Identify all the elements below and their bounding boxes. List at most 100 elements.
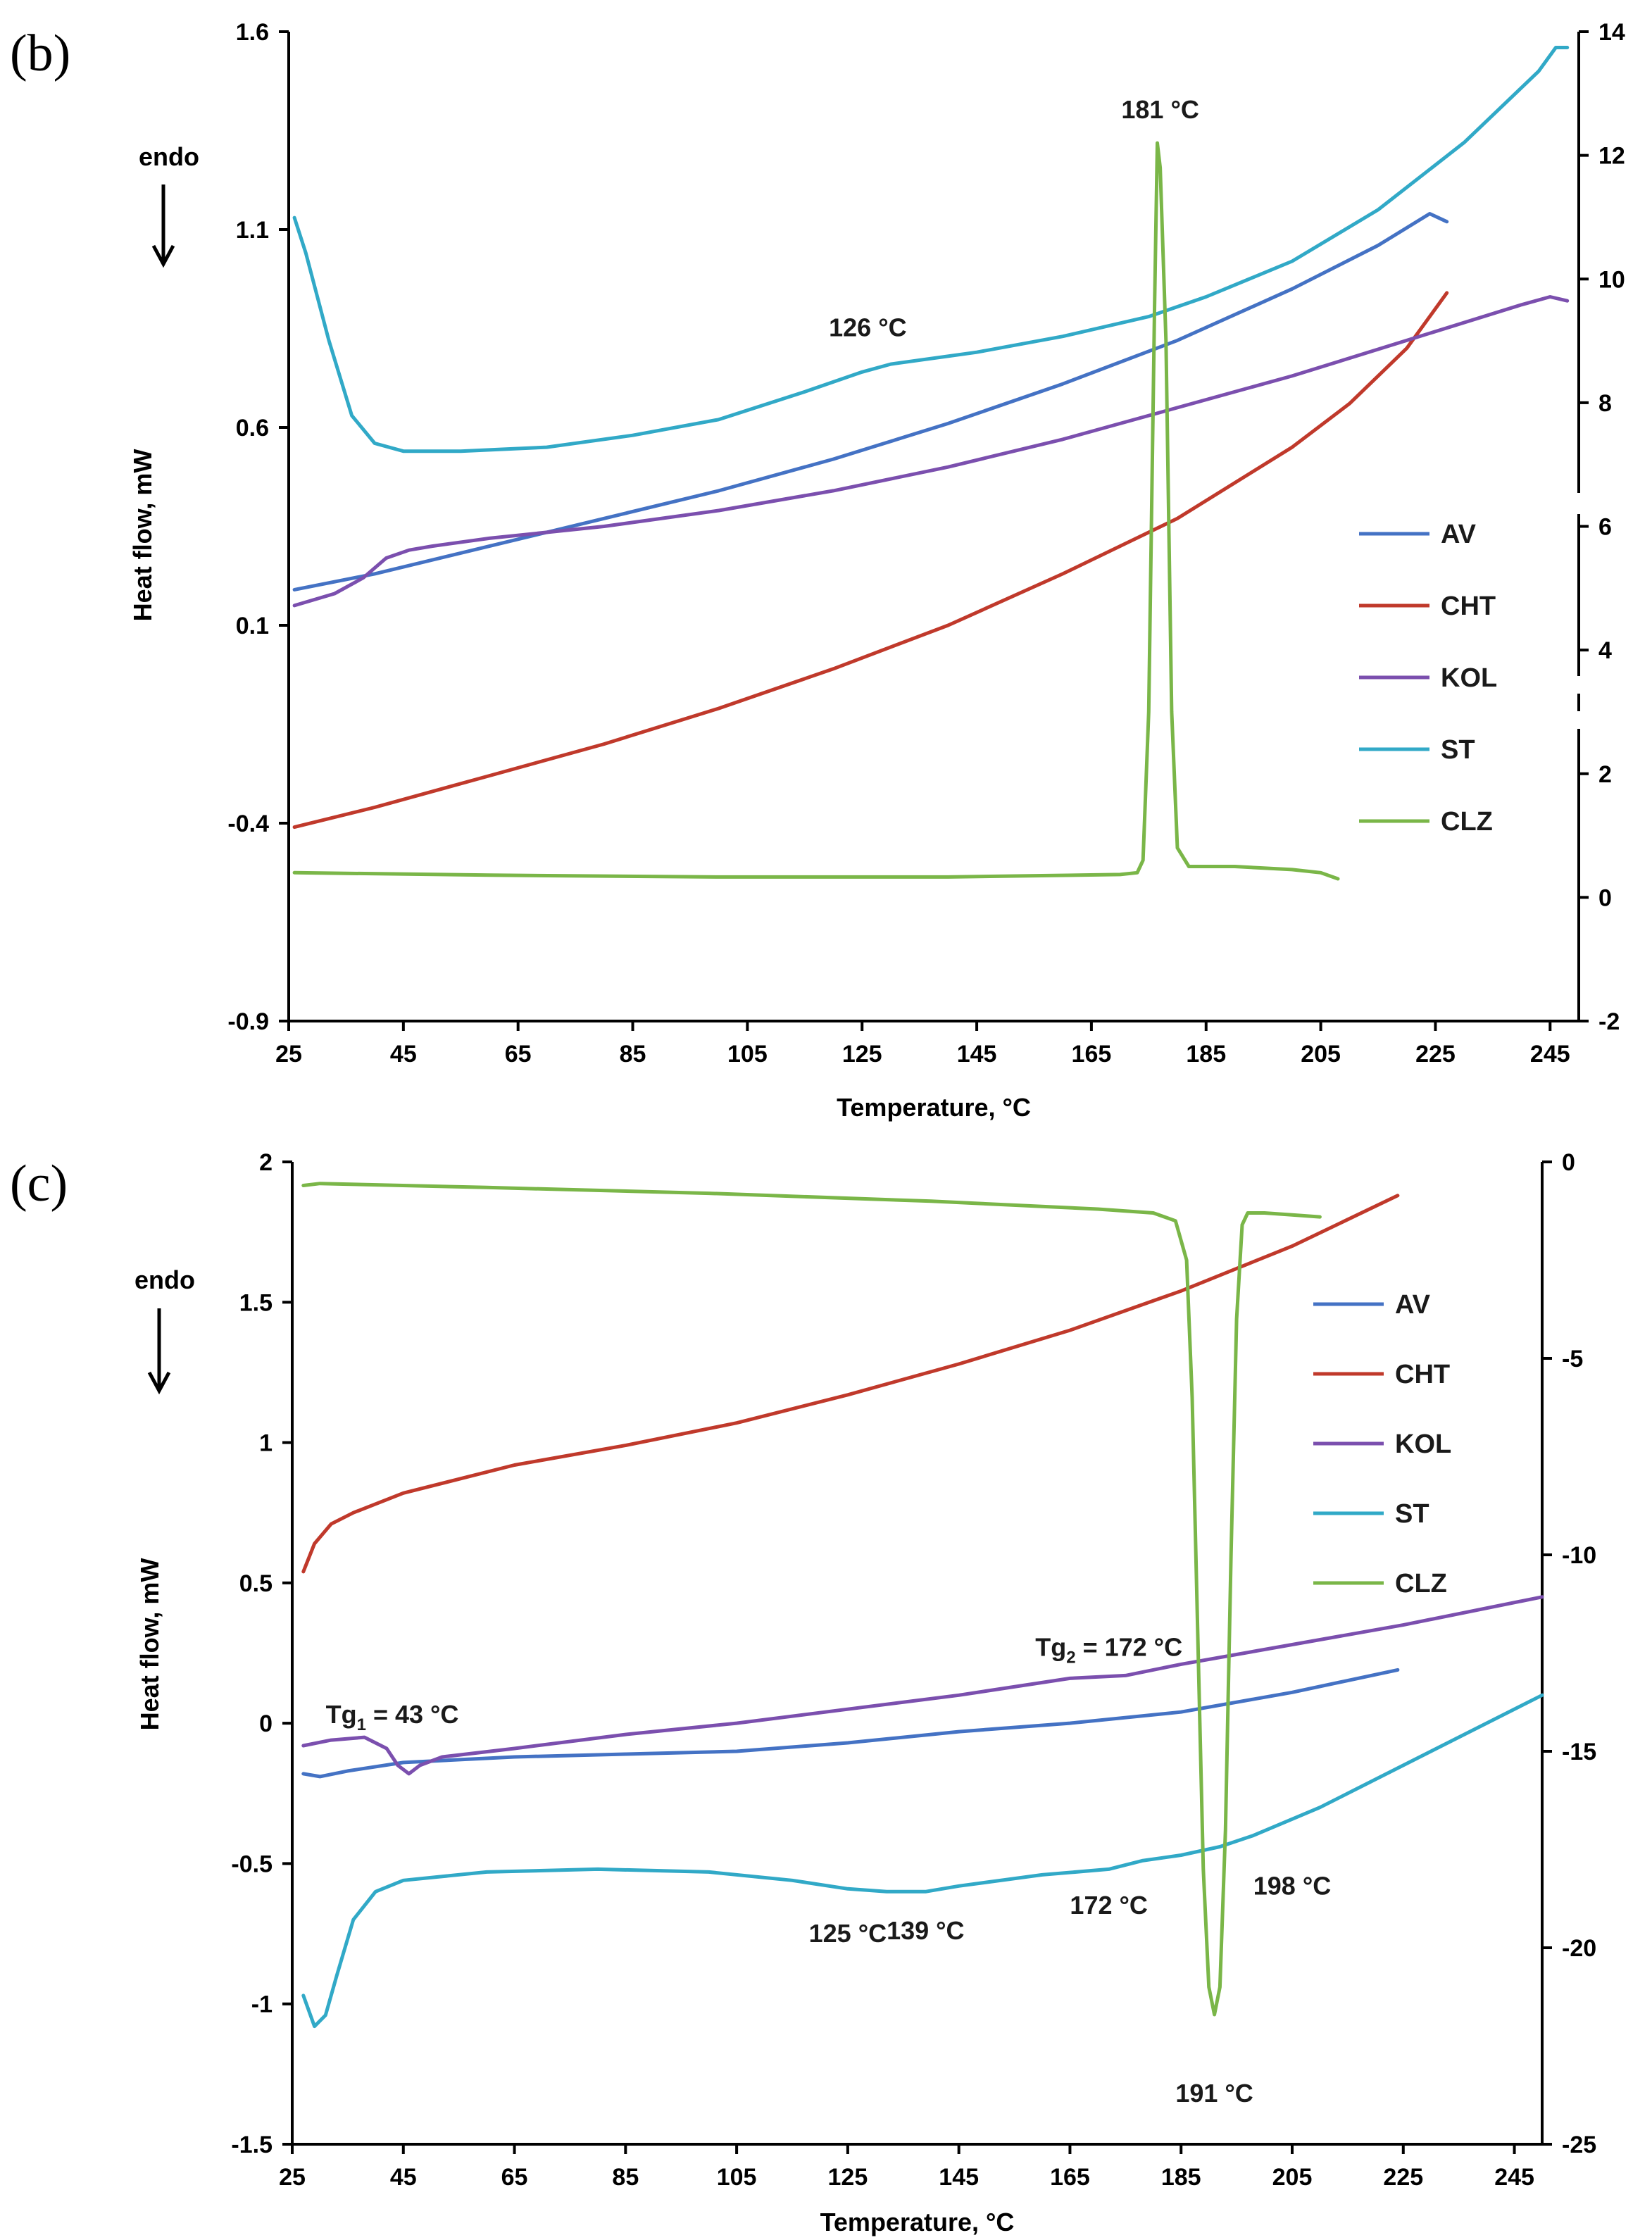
series-line-kol: [301, 1595, 1544, 1776]
y-tick-label: 1.1: [236, 217, 269, 244]
annotation-text: Tg: [1035, 1632, 1066, 1661]
legend-label-av: AV: [1395, 1290, 1431, 1320]
annotation-text: Tg: [326, 1700, 357, 1729]
x-tick-label: 125: [842, 1041, 882, 1068]
x-tick-label: 185: [1186, 1041, 1226, 1068]
legend-label-clz: CLZ: [1395, 1569, 1447, 1598]
chart-panel-b: (b) 25 45 65 85 105 125 145 165 185 205 225 245 -0.9 -…: [10, 19, 1625, 1122]
y-tick-label: -0.9: [227, 1008, 269, 1035]
series-line-kol: [292, 295, 1570, 608]
x-tick-label: 65: [505, 1041, 532, 1068]
y2-tick-label: 0: [1598, 884, 1612, 911]
x-tick-label: 205: [1301, 1041, 1341, 1068]
y-tick-label: 0: [259, 1710, 273, 1737]
x-tick-label: 105: [717, 2164, 757, 2191]
y-tick-label: 2: [259, 1149, 273, 1176]
legend-label-av: AV: [1441, 520, 1477, 549]
endo-arrow-head: [151, 244, 175, 268]
panel-label: (c): [10, 1155, 68, 1213]
x-tick-label: 205: [1272, 2164, 1313, 2191]
chart-panel-c: (c) 25 45 65 85 105 125 145 165 185 205 225 245 -1.5 -…: [10, 1149, 1596, 2236]
y2-tick-label: -15: [1562, 1739, 1596, 1765]
y-tick-label: 0.1: [236, 613, 269, 639]
x-tick-label: 145: [957, 1041, 997, 1068]
y2-tick-label: 4: [1598, 637, 1612, 664]
series-line-av: [301, 1668, 1400, 1779]
series-line-clz: [301, 1182, 1322, 2017]
y2-tick-label: -2: [1598, 1008, 1620, 1035]
legend-label-clz: CLZ: [1441, 807, 1493, 837]
y-tick-label: 0.5: [239, 1570, 273, 1597]
y-tick-label: 1.6: [236, 19, 269, 46]
y2-tick-label: -25: [1562, 2132, 1596, 2158]
y-tick-label: -0.5: [231, 1851, 273, 1877]
series-line-cht: [301, 1194, 1400, 1574]
endo-label: endo: [134, 1265, 195, 1294]
x-tick-label: 225: [1383, 2164, 1423, 2191]
x-tick-label: 45: [390, 1041, 417, 1068]
x-axis-title: Temperature, °C: [837, 1093, 1031, 1122]
x-tick-label: 105: [727, 1041, 768, 1068]
annotation-label: 139 °C: [887, 1916, 964, 1945]
y2-tick-label: 14: [1598, 19, 1625, 46]
x-axis-title: Temperature, °C: [820, 2208, 1015, 2236]
y-axis-title: Heat flow, mW: [135, 1558, 164, 1731]
annotation-label: 126 °C: [829, 313, 906, 342]
y2-tick-label: 6: [1598, 514, 1612, 541]
annotation-subscript: 1: [357, 1715, 366, 1734]
y-tick-label: 0.6: [236, 415, 269, 442]
legend-label-cht: CHT: [1441, 592, 1496, 621]
y2-tick-label: 8: [1598, 390, 1612, 417]
x-tick-label: 165: [1050, 2164, 1090, 2191]
x-tick-label: 85: [612, 2164, 639, 2191]
y2-tick-label: 2: [1598, 761, 1612, 788]
endo-label: endo: [139, 142, 199, 171]
series-line-st: [301, 1693, 1544, 2029]
x-tick-label: 65: [501, 2164, 528, 2191]
y-tick-label: 1.5: [239, 1289, 273, 1316]
legend-label-st: ST: [1441, 735, 1475, 765]
x-tick-label: 245: [1530, 1041, 1570, 1068]
series-line-clz: [292, 141, 1340, 881]
legend-label-kol: KOL: [1395, 1429, 1451, 1459]
y2-tick-label: 0: [1562, 1149, 1575, 1176]
annotation-label: 191 °C: [1175, 2079, 1253, 2108]
annotation-label: 125 °C: [809, 1919, 887, 1948]
panel-label: (b): [10, 25, 70, 82]
y2-tick-label: -20: [1562, 1935, 1596, 1962]
legend-label-kol: KOL: [1441, 663, 1497, 693]
y2-tick-label: -10: [1562, 1542, 1596, 1569]
annotation-rest: = 172 °C: [1076, 1632, 1183, 1661]
x-tick-label: 45: [390, 2164, 417, 2191]
annotation-label: 172 °C: [1070, 1891, 1147, 1920]
y-axis-title: Heat flow, mW: [128, 449, 157, 622]
legend-label-st: ST: [1395, 1499, 1429, 1529]
y2-tick-label: 10: [1598, 266, 1625, 293]
annotation-subscript: 2: [1066, 1648, 1075, 1667]
x-tick-label: 245: [1494, 2164, 1534, 2191]
x-tick-label: 185: [1161, 2164, 1201, 2191]
annotation-label: Tg1 = 43 °C: [326, 1700, 459, 1734]
legend-label-cht: CHT: [1395, 1360, 1450, 1389]
y-tick-label: -1.5: [231, 2132, 273, 2158]
series-line-st: [292, 46, 1570, 453]
annotation-label: 181 °C: [1121, 95, 1199, 124]
y-tick-label: 1: [259, 1430, 273, 1457]
annotation-rest: = 43 °C: [366, 1700, 458, 1729]
y-tick-label: -1: [251, 1991, 273, 2018]
y2-tick-label: -5: [1562, 1346, 1583, 1372]
x-tick-label: 125: [828, 2164, 868, 2191]
x-tick-label: 225: [1415, 1041, 1456, 1068]
annotation-label: 198 °C: [1253, 1871, 1331, 1900]
series-line-av: [292, 212, 1449, 592]
annotation-label: Tg2 = 172 °C: [1035, 1632, 1182, 1667]
x-tick-label: 145: [939, 2164, 979, 2191]
series-line-cht: [292, 291, 1449, 830]
endo-arrow-head: [147, 1371, 171, 1395]
y2-tick-label: 12: [1598, 143, 1625, 170]
x-tick-label: 25: [279, 2164, 306, 2191]
x-tick-label: 165: [1072, 1041, 1112, 1068]
x-tick-label: 25: [275, 1041, 302, 1068]
